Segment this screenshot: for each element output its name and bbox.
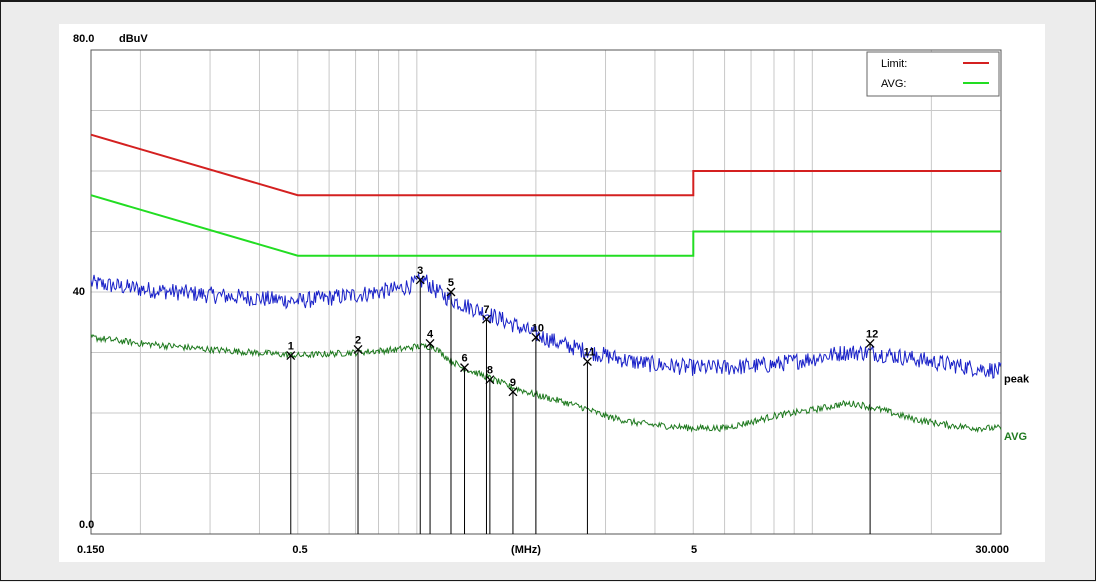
series-line-peak — [90, 272, 1002, 379]
plot-border — [90, 49, 1002, 535]
marker-cross — [531, 332, 541, 342]
marker-label: 3 — [417, 265, 423, 277]
marker-label: 1 — [288, 341, 294, 353]
series-end-label-avg: AVG — [1004, 431, 1027, 443]
marker-label: 12 — [866, 328, 878, 340]
x-tick-label-2: 5 — [691, 544, 697, 556]
axis-layer: 80.0 dBuV 40 0.0 0.150 0.5 (MHz) 5 30.00… — [73, 33, 1009, 556]
marker-cross — [286, 351, 296, 360]
marker-5: 5 — [446, 277, 456, 534]
marker-7: 7 — [482, 304, 491, 534]
marker-label: 9 — [510, 377, 516, 389]
series-end-label-peak: peak — [1004, 374, 1030, 386]
marker-cross — [415, 275, 425, 285]
x-tick-label-3: 30.000 — [975, 544, 1009, 556]
marker-cross — [485, 375, 495, 385]
grid-lines — [91, 50, 1001, 534]
marker-cross — [582, 357, 592, 367]
x-tick-label-0: 0.150 — [77, 544, 105, 556]
y-tick-label-mid: 40 — [73, 286, 85, 298]
marker-label: 6 — [461, 353, 467, 365]
marker-2: 2 — [353, 334, 363, 534]
y-tick-label-bottom: 0.0 — [79, 519, 94, 531]
x-tick-label-1: 0.5 — [292, 544, 307, 556]
marker-8: 8 — [485, 365, 495, 534]
marker-cross — [482, 314, 491, 324]
marker-label: 7 — [483, 304, 489, 316]
legend-label-limit: Limit: — [881, 58, 907, 70]
marker-9: 9 — [508, 377, 518, 534]
marker-cross — [425, 338, 435, 348]
marker-cross — [353, 345, 363, 354]
series-line-avg — [90, 333, 1002, 434]
y-unit-label: dBuV — [119, 33, 148, 45]
legend: Limit: AVG: — [866, 51, 1000, 97]
x-unit-label: (MHz) — [511, 544, 541, 556]
marker-cross — [865, 338, 875, 348]
marker-4: 4 — [425, 328, 435, 534]
series-line-avg — [90, 194, 1001, 257]
marker-label: 5 — [448, 277, 454, 289]
marker-10: 10 — [531, 322, 544, 534]
marker-label: 10 — [532, 322, 544, 334]
marker-label: 2 — [355, 334, 361, 346]
marker-cross — [460, 363, 469, 373]
marker-6: 6 — [460, 353, 469, 534]
marker-label: 8 — [487, 365, 493, 377]
marker-3: 3 — [415, 265, 425, 534]
marker-11: 11 — [582, 347, 596, 534]
legend-label-avg: AVG: — [881, 78, 906, 90]
y-tick-label-top: 80.0 — [73, 33, 94, 45]
legend-box — [866, 51, 1000, 97]
marker-12: 12 — [865, 328, 878, 534]
marker-cross — [446, 287, 456, 297]
chart-panel — [59, 24, 1045, 562]
marker-label: 4 — [427, 328, 434, 340]
marker-label: 11 — [584, 347, 596, 359]
series-line-limit — [90, 133, 1001, 197]
series-layer: peak AVG — [90, 133, 1030, 443]
marker-cross — [508, 387, 518, 397]
marker-1: 1 — [286, 341, 296, 534]
